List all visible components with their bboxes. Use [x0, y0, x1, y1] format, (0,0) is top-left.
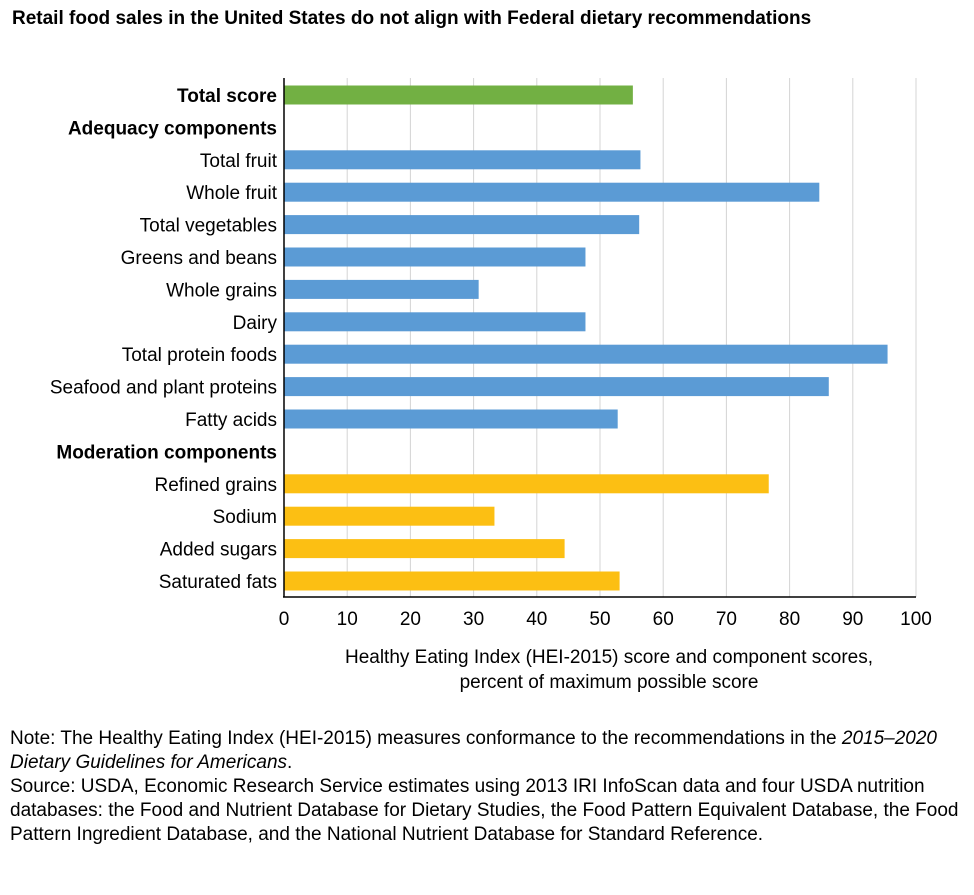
tick-labels: 0 10 20 30 40 50 60 70 80 90 100 [279, 609, 932, 630]
source-text: Source: USDA, Economic Research Service … [10, 776, 959, 845]
category-label: Dairy [233, 313, 278, 334]
bar-seafood-and-plant-proteins [284, 377, 829, 397]
notes: Note: The Healthy Eating Index (HEI-2015… [10, 727, 970, 847]
x-tick-label: 20 [400, 609, 421, 630]
category-label: Refined grains [154, 475, 277, 496]
bar-fatty-acids [284, 409, 618, 429]
category-label: Saturated fats [159, 572, 277, 593]
category-label: Fatty acids [185, 410, 277, 431]
category-label: Total vegetables [140, 216, 277, 237]
x-tick-label: 80 [779, 609, 800, 630]
group-header-label: Adequacy components [68, 118, 277, 139]
bar-total-fruit [284, 150, 641, 170]
x-tick-label: 90 [842, 609, 863, 630]
bars [284, 85, 888, 591]
category-label: Total protein foods [122, 345, 277, 366]
bar-total-protein-foods [284, 344, 888, 364]
x-tick-label: 100 [900, 609, 932, 630]
category-label: Total score [177, 86, 277, 107]
x-tick-label: 40 [526, 609, 547, 630]
bar-whole-grains [284, 279, 479, 299]
bar-refined-grains [284, 474, 769, 494]
x-tick-label: 0 [279, 609, 290, 630]
note-italic-title: 2015–2020 Dietary Guidelines for America… [10, 728, 937, 773]
category-label: Seafood and plant proteins [50, 378, 277, 399]
x-tick-label: 10 [337, 609, 358, 630]
x-axis-label: Healthy Eating Index (HEI-2015) score an… [283, 645, 935, 695]
category-labels: Total score Adequacy components Total frui… [50, 86, 278, 593]
category-label: Sodium [213, 507, 277, 528]
group-header-label: Moderation components [56, 442, 277, 463]
bar-total-vegetables [284, 215, 640, 235]
bar-sodium [284, 506, 495, 526]
note-text: Note: The Healthy Eating Index (HEI-2015… [10, 727, 970, 775]
axes [283, 78, 916, 598]
bar-greens-and-beans [284, 247, 586, 267]
bar-added-sugars [284, 539, 565, 559]
category-label: Whole grains [166, 280, 277, 301]
bar-chart: Total score Adequacy components Total frui… [50, 78, 932, 630]
x-tick-label: 60 [653, 609, 674, 630]
x-tick-label: 30 [463, 609, 484, 630]
category-label: Added sugars [160, 540, 277, 561]
category-label: Greens and beans [121, 248, 277, 269]
bar-total-score [284, 85, 633, 105]
chart-title: Retail food sales in the United States d… [12, 8, 812, 29]
x-axis-label-line-1: Healthy Eating Index (HEI-2015) score an… [344, 647, 874, 668]
x-tick-label: 70 [716, 609, 737, 630]
bar-saturated-fats [284, 571, 620, 591]
bar-whole-fruit [284, 182, 820, 202]
x-tick-label: 50 [589, 609, 610, 630]
bar-dairy [284, 312, 586, 332]
note-suffix: . [287, 752, 293, 773]
category-label: Whole fruit [186, 183, 278, 204]
category-label: Total fruit [200, 151, 278, 172]
note-prefix: Note: The Healthy Eating Index (HEI-2015… [10, 728, 842, 749]
x-axis-label-line-2: percent of maximum possible score [459, 672, 759, 693]
